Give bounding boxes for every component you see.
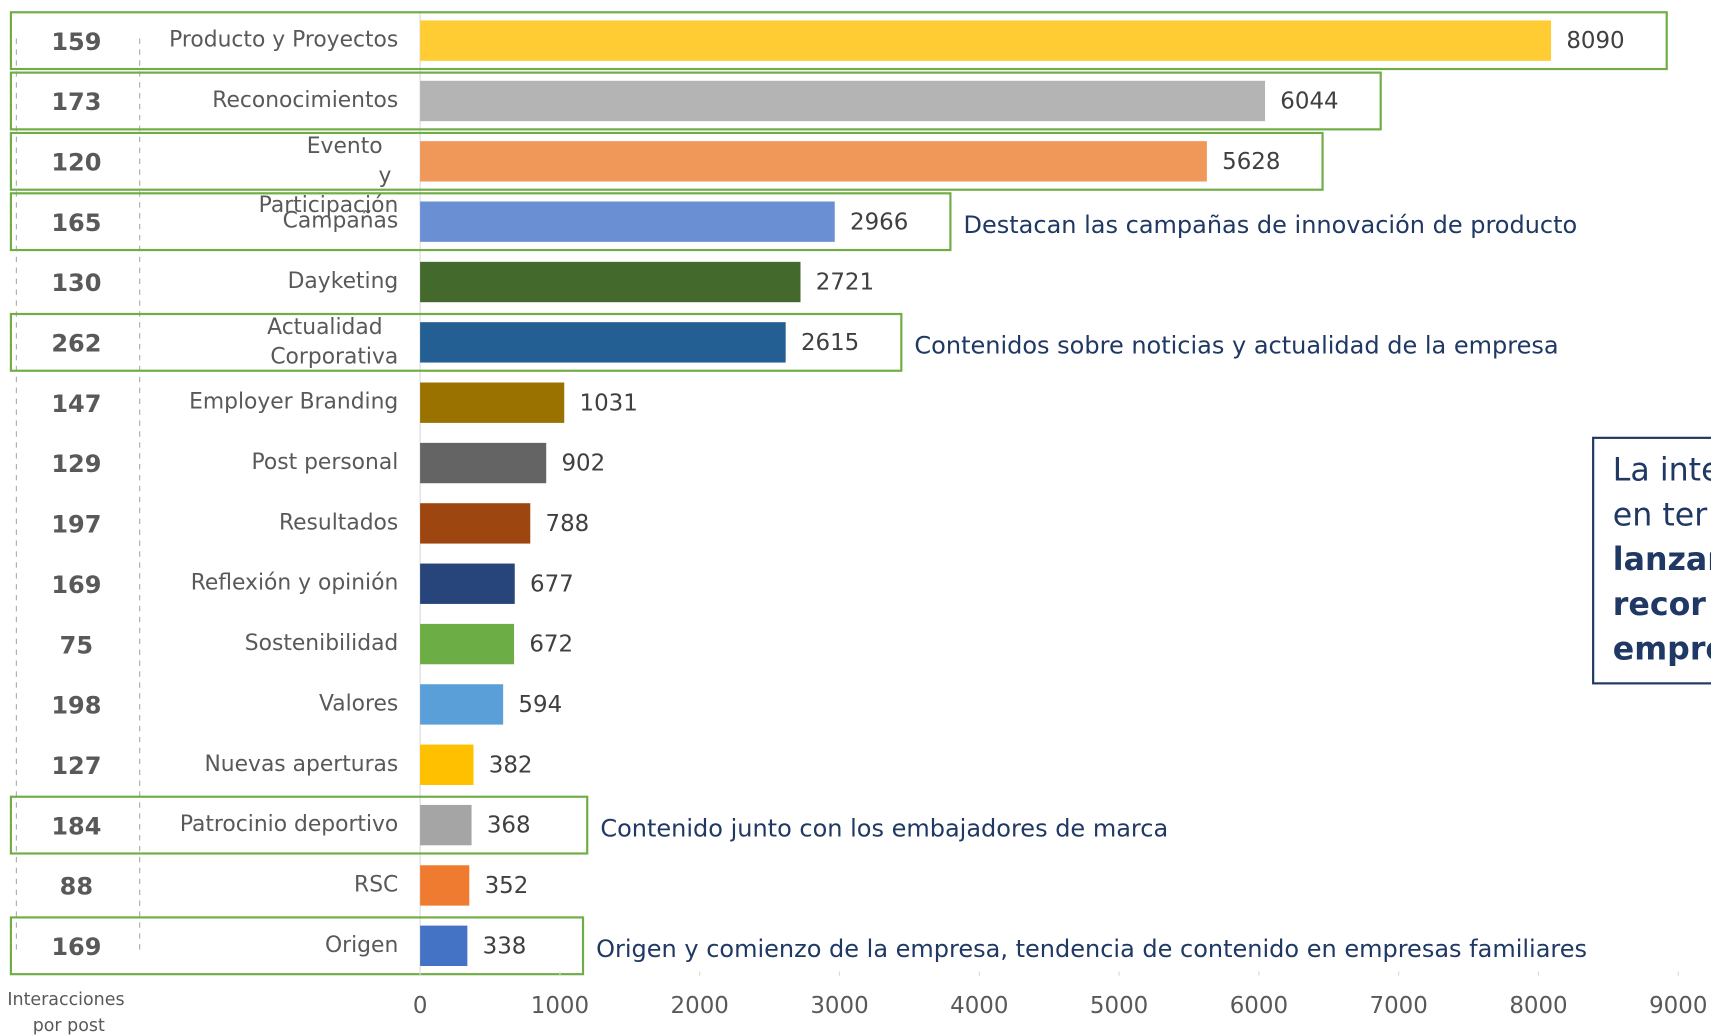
interaction-count: 147	[51, 390, 101, 418]
interaction-count: 173	[51, 88, 101, 116]
interaction-count: 262	[51, 330, 101, 358]
interaction-count: 130	[51, 269, 101, 297]
bar	[420, 20, 1552, 61]
bar	[420, 322, 786, 363]
note-line: La inte	[1613, 453, 1711, 489]
note-box	[1592, 436, 1711, 685]
annotation: Contenido junto con los embajadores de m…	[600, 814, 1168, 842]
interaction-count: 198	[51, 692, 101, 720]
note-line: en ter	[1613, 497, 1707, 533]
bar	[420, 684, 504, 725]
category-label: Evento y Participación	[259, 134, 399, 218]
annotation: Origen y comienzo de la empresa, tendenc…	[596, 935, 1587, 963]
x-tick-label: 6000	[1230, 993, 1288, 1019]
bar	[420, 744, 474, 785]
bar	[420, 623, 515, 665]
highlight-box	[9, 11, 1668, 71]
value-label: 382	[489, 752, 533, 778]
value-label: 2721	[816, 270, 874, 296]
value-label: 594	[518, 692, 562, 718]
value-label: 5628	[1222, 149, 1280, 175]
x-tick-label: 1000	[531, 993, 589, 1019]
value-label: 2966	[850, 209, 908, 235]
category-label: Reflexión y opinión	[191, 571, 399, 596]
interaction-count: 88	[60, 873, 93, 901]
value-label: 2615	[801, 330, 859, 356]
value-label: 6044	[1280, 89, 1338, 115]
value-label: 672	[529, 632, 573, 658]
value-label: 368	[487, 813, 531, 839]
x-tick-label: 2000	[671, 993, 729, 1019]
interaction-count: 169	[51, 933, 101, 961]
annotation: Destacan las campañas de innovación de p…	[964, 211, 1578, 239]
bar	[420, 563, 515, 604]
category-label: Origen	[325, 933, 398, 958]
category-label: Campañas	[283, 209, 399, 234]
value-label: 352	[485, 873, 529, 899]
interaction-count: 197	[51, 511, 101, 539]
bar	[420, 804, 472, 846]
value-label: 8090	[1566, 28, 1624, 54]
x-tick-label: 9000	[1649, 993, 1707, 1019]
bar	[420, 80, 1266, 122]
value-label: 677	[530, 571, 574, 597]
annotation: Contenidos sobre noticias y actualidad d…	[914, 332, 1558, 360]
category-label: Dayketing	[288, 269, 399, 294]
value-label: 902	[561, 451, 605, 477]
note-line: recor	[1613, 587, 1707, 623]
category-label: Resultados	[279, 510, 398, 535]
x-tick-label: 3000	[810, 993, 868, 1019]
bar	[420, 261, 801, 303]
bar	[420, 503, 531, 544]
x-tick-label: 5000	[1090, 993, 1148, 1019]
value-label: 788	[546, 511, 590, 537]
bar	[420, 201, 835, 242]
x-tick-label: 0	[413, 993, 428, 1019]
bar	[420, 925, 468, 966]
category-label: Sostenibilidad	[245, 631, 399, 656]
value-label: 338	[483, 933, 527, 959]
category-label: Actualidad Corporativa	[267, 315, 398, 369]
category-label: Patrocinio deportivo	[180, 812, 398, 837]
interaction-count: 184	[51, 812, 101, 840]
bar	[420, 442, 547, 484]
bar	[420, 141, 1207, 182]
category-label: Nuevas aperturas	[204, 752, 398, 777]
highlight-box	[9, 71, 1382, 131]
interaction-count: 159	[51, 28, 101, 56]
category-label: Employer Branding	[189, 390, 398, 415]
interaction-count: 165	[51, 209, 101, 237]
highlight-box	[9, 916, 585, 976]
value-label: 1031	[580, 390, 638, 416]
category-label: Reconocimientos	[212, 88, 398, 113]
bar	[420, 865, 470, 906]
interaction-count: 127	[51, 752, 101, 780]
x-tick-label: 4000	[950, 993, 1008, 1019]
interaction-count: 129	[51, 450, 101, 478]
category-label: RSC	[354, 872, 398, 897]
interaction-count: 75	[60, 631, 93, 659]
interaction-count: 169	[51, 571, 101, 599]
interactions-label: Interacciones por post	[7, 990, 130, 1035]
highlight-box	[9, 131, 1324, 191]
bar	[420, 382, 565, 423]
interaction-count: 120	[51, 149, 101, 177]
highlight-box	[9, 312, 903, 372]
category-label: Producto y Proyectos	[169, 28, 398, 53]
highlight-box	[9, 795, 589, 855]
category-label: Post personal	[252, 450, 399, 475]
highlight-box	[9, 192, 952, 252]
x-tick-label: 7000	[1370, 993, 1428, 1019]
x-tick-label: 8000	[1509, 993, 1567, 1019]
category-label: Valores	[319, 691, 398, 716]
note-line: empre	[1613, 632, 1711, 668]
